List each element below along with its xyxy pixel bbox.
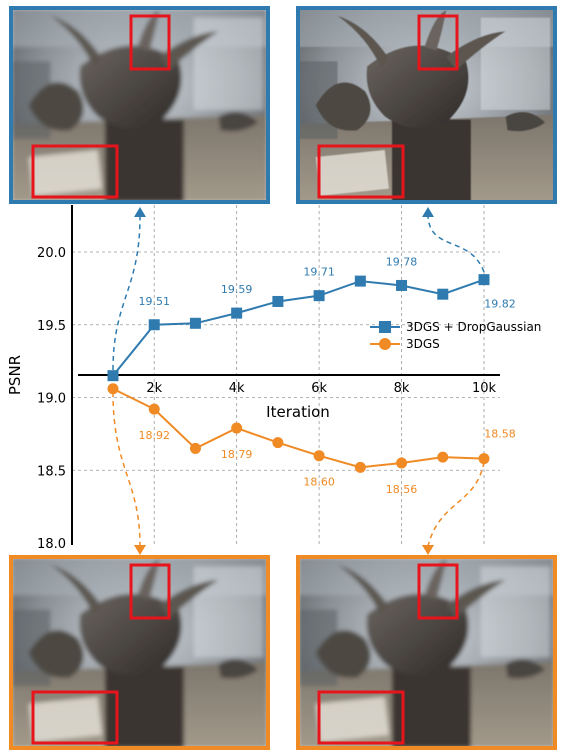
x-ticks: 2k 4k 6k 8k 10k <box>146 381 496 396</box>
data-label: 18.58 <box>484 428 516 441</box>
x-axis-label: Iteration <box>266 403 330 421</box>
data-point <box>231 422 243 434</box>
legend: 3DGS + DropGaussian 3DGS <box>370 320 541 351</box>
photo-panel-bottom-left <box>9 555 270 750</box>
data-label: 18.60 <box>303 476 335 489</box>
y-ticks: 18.0 18.5 19.0 19.5 20.0 <box>37 246 66 552</box>
data-label: 18.92 <box>138 429 170 442</box>
x-tick-label: 4k <box>229 381 245 396</box>
data-point <box>437 288 449 300</box>
connector-line <box>112 215 141 371</box>
y-tick-label: 18.5 <box>37 464 66 479</box>
data-point <box>272 295 284 307</box>
y-tick-label: 19.0 <box>37 392 66 407</box>
connector-line <box>427 461 485 547</box>
connectors <box>112 207 485 555</box>
y-tick-label: 20.0 <box>37 246 66 261</box>
data-point <box>354 461 366 473</box>
data-point <box>313 450 325 462</box>
data-point <box>478 453 490 465</box>
legend-marker-dropgaussian <box>379 321 391 333</box>
data-point <box>107 383 119 395</box>
data-point <box>354 275 366 287</box>
highlight-box-top <box>417 14 459 71</box>
data-point <box>107 370 119 382</box>
y-axis-label: PSNR <box>6 355 24 395</box>
data-label: 19.82 <box>484 298 516 311</box>
arrow-head <box>422 545 434 555</box>
panel-frame <box>296 6 557 204</box>
y-tick-label: 18.0 <box>37 537 66 552</box>
series: 19.51 19.59 19.71 19.78 19.82 18.92 18.79 18.60… <box>107 255 516 496</box>
data-point <box>396 279 408 291</box>
data-point <box>478 274 490 286</box>
data-point <box>231 307 243 319</box>
x-tick-label: 10k <box>472 381 497 396</box>
panel-frame <box>296 555 557 750</box>
connector-line <box>112 391 141 547</box>
series-line <box>112 278 485 377</box>
data-point <box>148 403 160 415</box>
x-tick-label: 2k <box>146 381 162 396</box>
data-label: 19.59 <box>221 283 253 296</box>
data-point <box>437 451 449 463</box>
connector-line <box>427 215 485 273</box>
highlight-box-top <box>417 563 459 620</box>
data-point <box>272 437 284 449</box>
photo-panel-bottom-right <box>296 555 557 750</box>
highlight-box-top <box>129 14 171 71</box>
highlight-box-bottom <box>31 690 119 745</box>
data-point <box>189 442 201 454</box>
data-point <box>189 317 201 329</box>
highlight-box-top <box>129 563 171 620</box>
arrow-head <box>422 207 434 217</box>
data-label: 19.51 <box>138 295 170 308</box>
y-tick-label: 19.5 <box>37 319 66 334</box>
legend-label-dropgaussian: 3DGS + DropGaussian <box>406 320 541 334</box>
arrow-head <box>134 545 146 555</box>
psnr-chart: 18.0 18.5 19.0 19.5 20.0 2k 4k 6k 8k 10k PSNR It… <box>6 205 541 555</box>
legend-marker-3dgs <box>379 338 391 350</box>
photo-panel-top-left <box>9 6 270 204</box>
highlight-box-bottom <box>317 144 405 199</box>
series-line <box>112 387 485 469</box>
legend-label-3dgs: 3DGS <box>406 337 440 351</box>
photo-panel-top-right <box>296 6 557 204</box>
highlight-box-bottom <box>317 690 405 745</box>
data-point <box>313 290 325 302</box>
panel-frame <box>9 555 270 750</box>
data-label: 18.79 <box>221 448 253 461</box>
x-tick-label: 8k <box>394 381 410 396</box>
panel-frame <box>9 6 270 204</box>
data-point <box>396 457 408 469</box>
data-label: 19.71 <box>303 266 335 279</box>
data-label: 18.56 <box>386 483 418 496</box>
data-label: 19.78 <box>386 255 418 268</box>
arrow-head <box>134 207 146 217</box>
highlight-box-bottom <box>31 144 119 199</box>
x-tick-label: 6k <box>311 381 327 396</box>
data-point <box>148 319 160 331</box>
